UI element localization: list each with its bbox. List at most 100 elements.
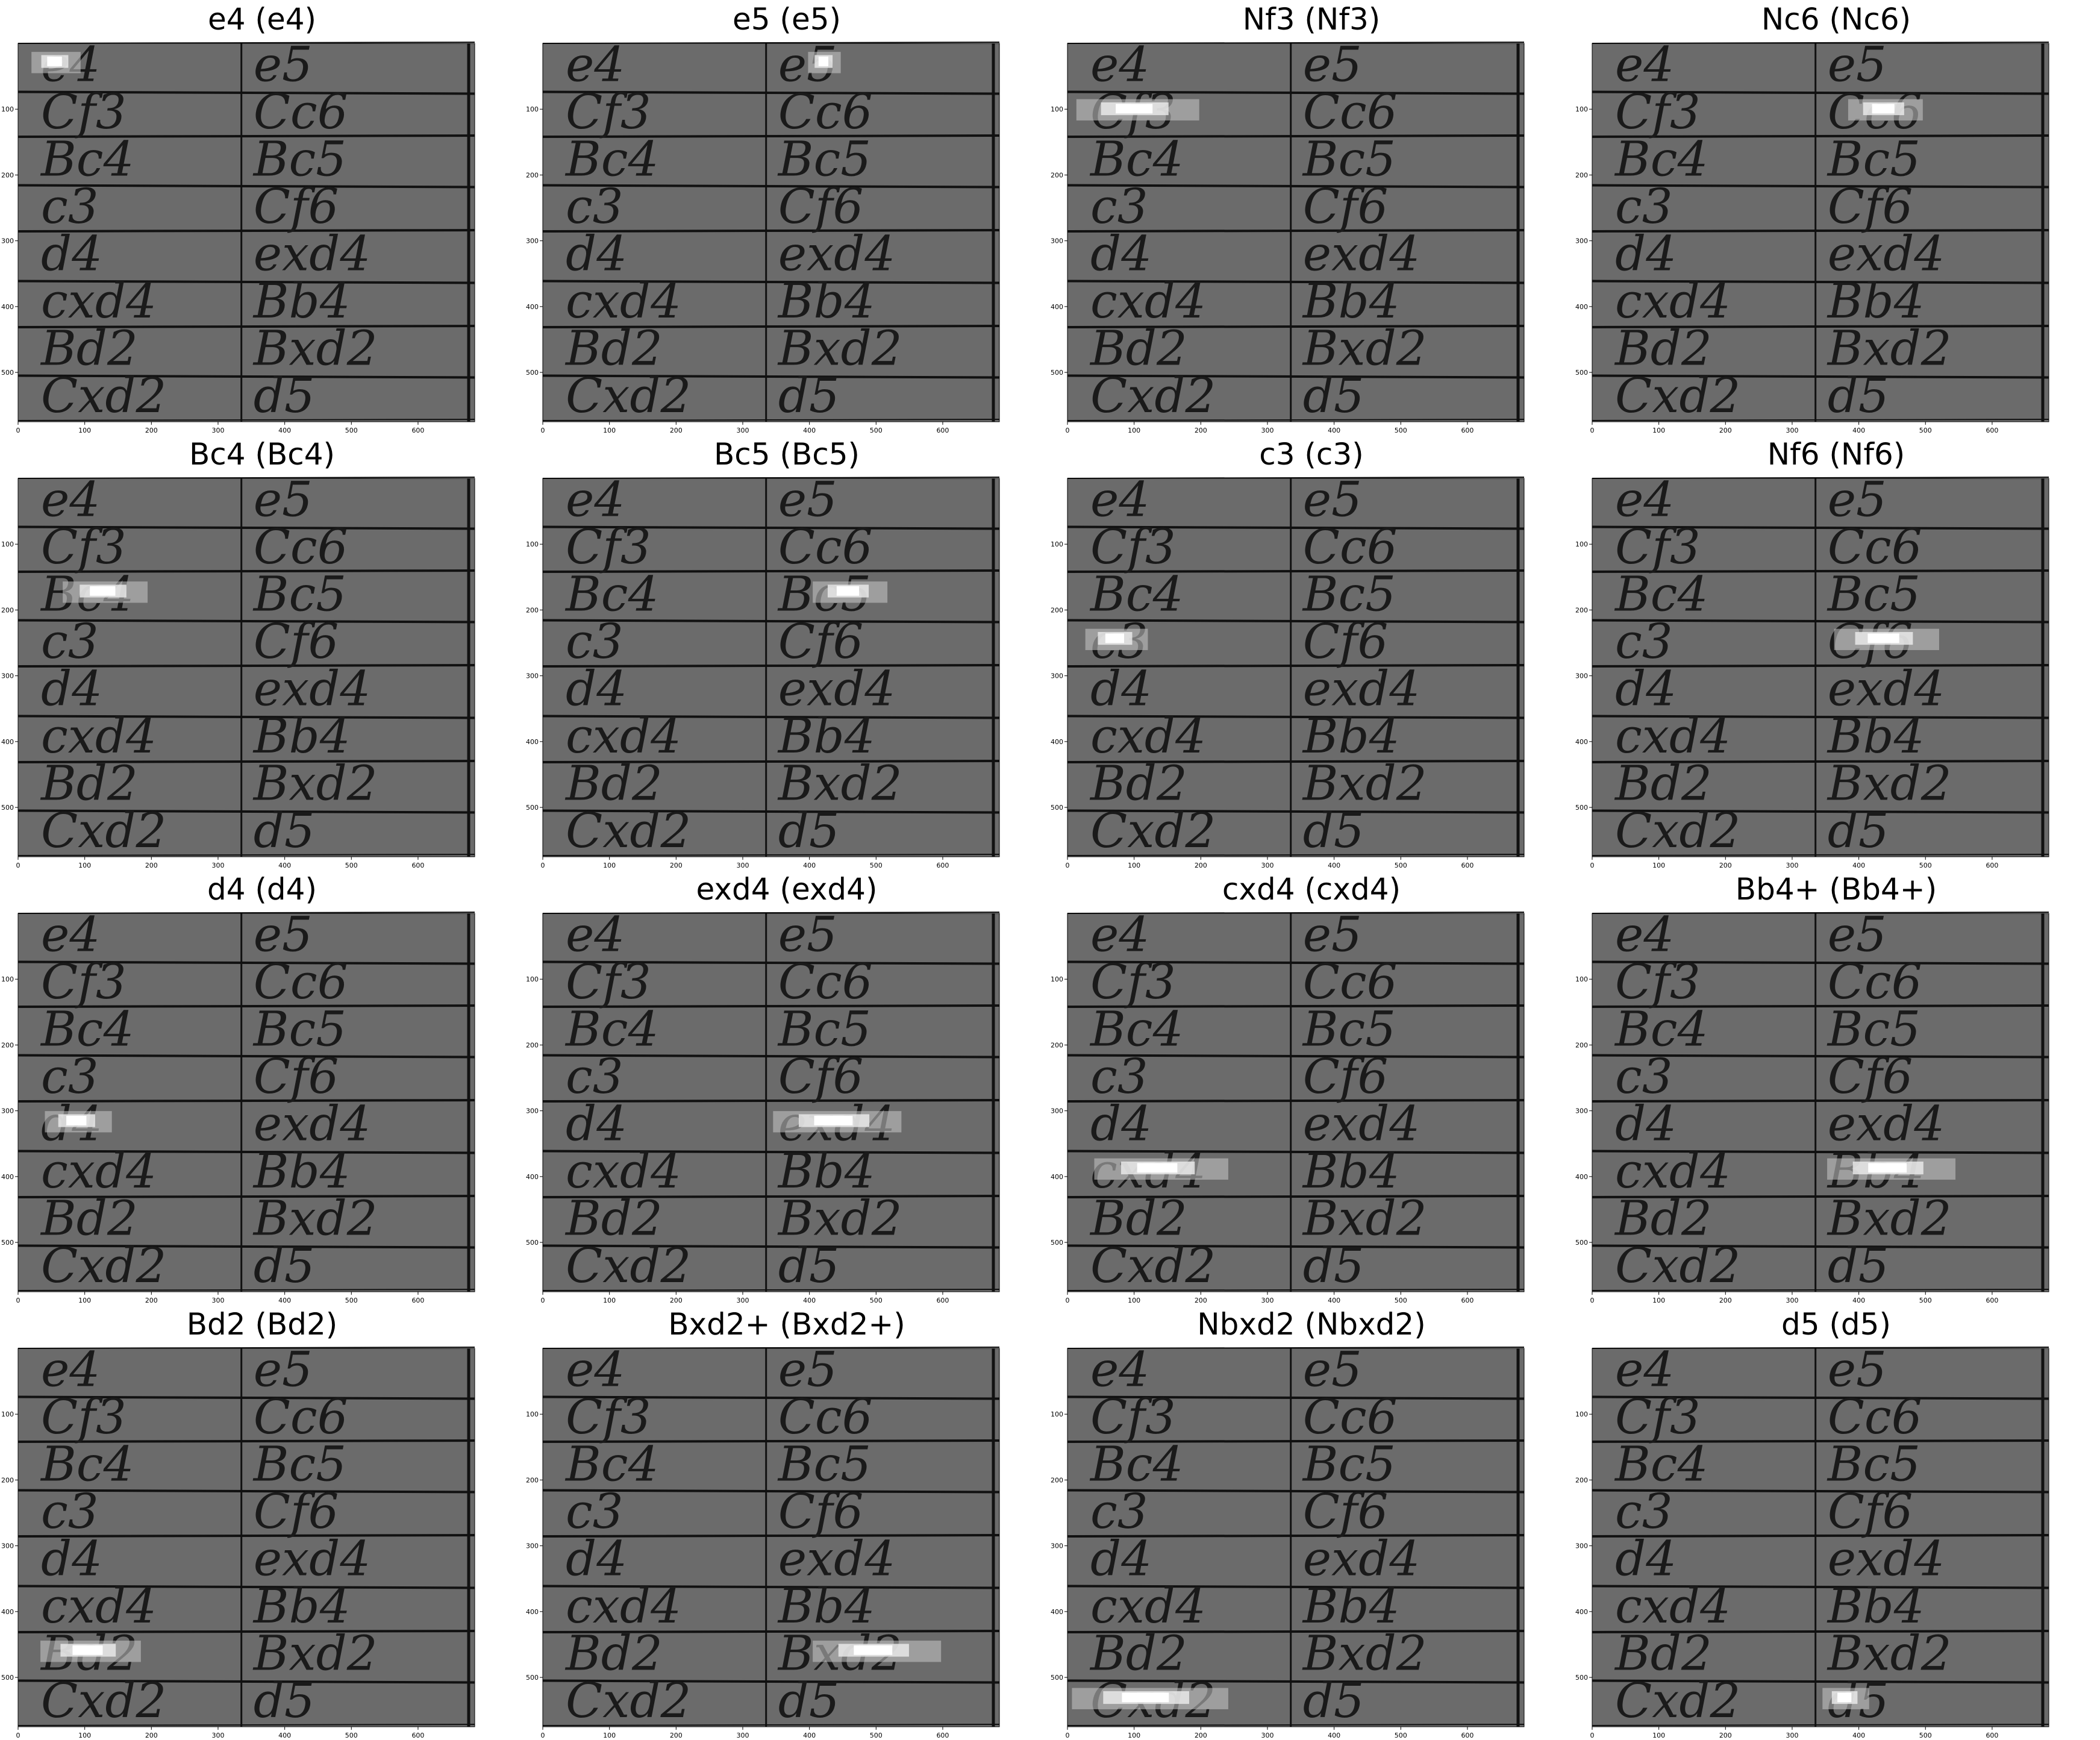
handwritten-move: Cf3 xyxy=(1615,954,1701,1010)
handwritten-move: e5 xyxy=(1828,37,1887,93)
handwritten-move: Cxd2 xyxy=(1615,1238,1740,1294)
row-rule xyxy=(542,1679,1000,1684)
x-tick-label: 300 xyxy=(211,862,224,869)
handwritten-move: Cc6 xyxy=(254,519,348,575)
x-tick-label: 100 xyxy=(1128,1732,1140,1739)
handwritten-move: Bb4 xyxy=(1302,708,1400,764)
handwritten-move: Bc4 xyxy=(1089,1436,1184,1492)
handwritten-move: Cc6 xyxy=(254,954,348,1010)
axes-frame xyxy=(1592,1348,2049,1727)
x-tick-label: 300 xyxy=(1261,862,1273,869)
handwritten-move: Cf3 xyxy=(1615,1389,1701,1445)
x-tick-label: 300 xyxy=(736,862,749,869)
handwritten-move: exd4 xyxy=(1828,226,1945,282)
row-rule xyxy=(1067,1195,1525,1198)
handwritten-move: cxd4 xyxy=(566,273,681,329)
handwritten-move: e5 xyxy=(1828,1342,1887,1398)
row-rule xyxy=(1067,1004,1525,1008)
handwritten-move: c3 xyxy=(566,1483,623,1539)
scoresheet-plot: e4e5Cf3Cc6Bc4Bc5c3Cf6d4exd4cxd4Bb4Bd2Bxd… xyxy=(1575,472,2049,869)
handwritten-move: c3 xyxy=(41,613,99,669)
handwritten-move: Cxd2 xyxy=(41,803,166,859)
handwritten-move: Bc4 xyxy=(1614,566,1708,622)
handwritten-move: d4 xyxy=(566,1096,627,1152)
row-rule xyxy=(17,1489,475,1494)
handwritten-move: Bc5 xyxy=(1302,566,1396,622)
panel: Bc4 (Bc4)e4e5Cf3Cc6Bc4Bc5c3Cf6d4exd4cxd4… xyxy=(0,435,524,870)
x-tick-label: 100 xyxy=(1652,1297,1665,1304)
panel-title: d4 (d4) xyxy=(207,872,317,907)
row-rule xyxy=(542,1099,1000,1103)
x-tick-label: 600 xyxy=(411,1297,424,1304)
row-rule xyxy=(1592,1724,2049,1726)
y-tick-label: 200 xyxy=(1575,1041,1588,1049)
handwritten-move: Cc6 xyxy=(1828,1389,1922,1445)
x-tick-label: 100 xyxy=(1128,862,1140,869)
x-tick-label: 200 xyxy=(670,1297,683,1304)
handwritten-move: d4 xyxy=(566,1531,627,1587)
handwritten-move: Bc5 xyxy=(1827,1436,1921,1492)
handwritten-move: Bxd2 xyxy=(1302,321,1427,377)
scan-background xyxy=(1592,1348,2049,1727)
x-tick-label: 200 xyxy=(1719,1297,1732,1304)
axes-frame xyxy=(542,478,1000,857)
x-tick-label: 200 xyxy=(145,862,158,869)
row-rule xyxy=(542,280,1000,284)
row-rule xyxy=(17,569,475,573)
x-tick-label: 600 xyxy=(936,1732,949,1739)
x-tick-label: 0 xyxy=(1066,1732,1070,1739)
handwritten-move: Cxd2 xyxy=(41,1238,166,1294)
x-tick-label: 200 xyxy=(1195,862,1207,869)
handwritten-move: Bxd2 xyxy=(1827,321,1952,377)
handwritten-move: Cf6 xyxy=(778,1048,864,1104)
x-tick-label: 600 xyxy=(411,1732,424,1739)
handwritten-move: exd4 xyxy=(254,226,371,282)
y-tick-label: 400 xyxy=(1051,1173,1063,1181)
y-tick-label: 300 xyxy=(526,672,539,680)
attention-highlight xyxy=(808,52,841,74)
row-rule xyxy=(1067,1679,1525,1684)
handwritten-move: Bd2 xyxy=(40,321,138,377)
handwritten-move: cxd4 xyxy=(1615,273,1731,329)
handwritten-move: e4 xyxy=(1615,907,1674,963)
scan-background xyxy=(543,1348,999,1727)
handwritten-move: e4 xyxy=(1090,907,1149,963)
row-rule xyxy=(542,809,1000,814)
axes-frame xyxy=(542,913,1000,1292)
panel-title: Bxd2+ (Bxd2+) xyxy=(668,1307,905,1342)
x-tick-label: 0 xyxy=(1590,427,1595,434)
x-tick-label: 100 xyxy=(1652,427,1665,434)
handwritten-move: d5 xyxy=(1828,1238,1889,1294)
y-tick-label: 500 xyxy=(1,1239,14,1247)
handwritten-move: Bxd2 xyxy=(1827,1626,1952,1682)
handwritten-move: Bb4 xyxy=(1302,273,1400,329)
attention-highlight xyxy=(1834,628,1939,650)
y-tick-label: 100 xyxy=(1051,105,1063,113)
handwritten-move: Bc4 xyxy=(1614,1001,1708,1057)
panel: Nf3 (Nf3)e4e5Cf3Cc6Bc4Bc5c3Cf6d4exd4cxd4… xyxy=(1049,0,1573,435)
handwritten-move: Bd2 xyxy=(564,321,663,377)
handwritten-move: exd4 xyxy=(254,661,371,717)
handwritten-move: e5 xyxy=(778,472,837,528)
handwritten-move: Cf6 xyxy=(254,613,339,669)
y-tick-label: 100 xyxy=(1,105,14,113)
handwritten-move: Cf3 xyxy=(41,519,127,575)
y-tick-label: 200 xyxy=(1,171,14,179)
x-tick-label: 200 xyxy=(670,862,683,869)
handwritten-move: Bc4 xyxy=(564,1436,659,1492)
row-rule xyxy=(1067,1534,1525,1538)
axes-frame xyxy=(17,43,475,422)
y-tick-label: 500 xyxy=(1,804,14,812)
handwritten-move: cxd4 xyxy=(41,1578,157,1634)
row-rule xyxy=(1067,229,1525,233)
handwritten-move: Cxd2 xyxy=(1615,803,1740,859)
row-rule xyxy=(1067,1395,1525,1400)
row-rule xyxy=(17,1395,475,1400)
handwritten-move: d5 xyxy=(254,368,315,424)
x-tick-label: 100 xyxy=(1652,862,1665,869)
row-rule xyxy=(1592,184,2049,189)
row-rule xyxy=(17,1004,475,1008)
handwritten-move: Bc5 xyxy=(252,1001,347,1057)
row-rule xyxy=(1067,1054,1525,1059)
